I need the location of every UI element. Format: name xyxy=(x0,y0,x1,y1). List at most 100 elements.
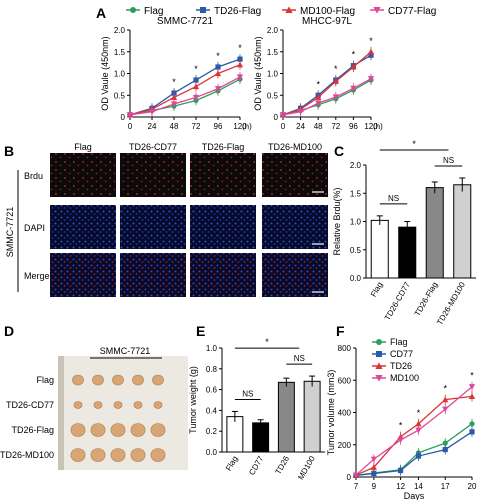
tumor xyxy=(113,401,123,409)
legend-marker xyxy=(130,7,136,13)
panel-label-d: D xyxy=(4,323,14,339)
data-point xyxy=(469,421,475,427)
y-axis-label: Relative Brdu(%) xyxy=(332,187,342,255)
significance-mark: * xyxy=(369,36,373,46)
y-axis-label: OD Vaule (450nm) xyxy=(253,36,263,110)
data-point xyxy=(332,78,339,84)
y-tick-label: 0.8 xyxy=(206,365,218,374)
data-point xyxy=(237,56,243,62)
data-point xyxy=(279,112,287,118)
significance-mark: * xyxy=(399,421,403,431)
x-tick-label: 14 xyxy=(414,482,423,491)
panel-label-e: E xyxy=(196,323,205,339)
annotation-ns: NS xyxy=(242,389,253,398)
tumor-row-label: TD26-Flag xyxy=(11,425,54,435)
micrograph xyxy=(50,153,116,197)
category-label: CD77 xyxy=(247,454,265,477)
data-point xyxy=(415,427,422,434)
tumor xyxy=(152,374,164,386)
y-tick-label: 0.5 xyxy=(350,246,362,255)
row-label: Brdu xyxy=(24,171,43,181)
data-point xyxy=(398,467,404,474)
data-point xyxy=(370,464,377,470)
legend-label: Flag xyxy=(390,337,408,347)
legend-marker xyxy=(373,7,381,14)
legend-label: CD77-Flag xyxy=(388,6,436,17)
micrograph xyxy=(50,205,116,249)
series-line xyxy=(129,78,241,116)
annotation-ns: NS xyxy=(294,354,305,363)
tumor xyxy=(73,401,83,409)
series-line xyxy=(282,78,372,116)
x-tick-label: 48 xyxy=(314,122,323,131)
legend-marker xyxy=(376,339,382,345)
tumor xyxy=(72,374,84,386)
column-label: Flag xyxy=(74,142,92,152)
x-tick-label: 96 xyxy=(349,122,358,131)
data-point xyxy=(332,94,339,101)
tumor-row-label: TD26-CD77 xyxy=(6,400,54,410)
tumor-row-label: Flag xyxy=(36,375,54,385)
row-label: Merge xyxy=(24,271,50,281)
data-point xyxy=(236,61,244,68)
data-point xyxy=(371,470,377,477)
tumor xyxy=(110,423,126,437)
series-line xyxy=(355,386,473,476)
significance-mark: * xyxy=(334,64,338,74)
legend-label: CD77 xyxy=(390,349,413,359)
y-tick-label: 0 xyxy=(274,113,279,122)
y-tick-label: 1.0 xyxy=(206,344,218,353)
category-label: TD26-Flag xyxy=(413,281,440,318)
significance-mark: * xyxy=(417,408,421,418)
panel-label-f: F xyxy=(336,323,345,339)
x-axis-label: Days xyxy=(404,491,425,500)
bar xyxy=(370,219,389,279)
tumor xyxy=(90,423,106,437)
micrograph xyxy=(190,205,256,249)
significance-mark: * xyxy=(443,384,447,394)
x-tick-label: 0 xyxy=(281,122,286,131)
data-point xyxy=(350,63,357,70)
ruler xyxy=(58,356,64,470)
x-tick-label: 72 xyxy=(331,122,340,131)
bar xyxy=(425,187,444,279)
significance-mark: * xyxy=(172,77,176,87)
data-point xyxy=(442,440,448,446)
tumor xyxy=(70,423,86,437)
data-point xyxy=(193,77,199,83)
tumor xyxy=(90,448,106,462)
y-tick-label: 1.0 xyxy=(350,218,362,227)
x-tick-label: 96 xyxy=(214,122,223,131)
micrograph xyxy=(50,253,116,297)
chart-title: SMMC-7721 xyxy=(157,16,214,27)
data-point xyxy=(442,446,448,453)
series-line xyxy=(282,79,372,116)
row-group-label: SMMC-7721 xyxy=(5,207,15,258)
chart-a-mhcc: 0 0.5 1.0 1.5 2.0 0 24 48 72 96 120 MHCC-97L (h) OD V… xyxy=(253,16,383,131)
tumor xyxy=(130,448,146,462)
y-tick-label: 0 xyxy=(347,473,352,482)
y-axis-label: Tumor weight (g) xyxy=(188,366,198,434)
data-point xyxy=(469,429,475,435)
x-tick-label: 17 xyxy=(441,482,450,491)
series-line xyxy=(129,58,241,116)
y-tick-label: 1.5 xyxy=(350,189,362,198)
category-label: Flag xyxy=(369,281,385,299)
photo-title: SMMC-7721 xyxy=(100,346,151,356)
tumor xyxy=(70,448,86,462)
column-label: TD26-Flag xyxy=(202,142,245,152)
micrograph xyxy=(262,253,328,297)
tumor xyxy=(130,423,146,437)
data-point xyxy=(367,76,375,82)
y-tick-label: 1.5 xyxy=(267,48,279,57)
significance-mark: * xyxy=(216,51,220,61)
tumor-row-label: TD26-MD100 xyxy=(0,450,54,460)
data-point xyxy=(148,109,156,115)
data-point xyxy=(170,101,178,108)
y-tick-label: 2.0 xyxy=(350,161,362,170)
data-point xyxy=(468,393,476,399)
x-tick-label: 24 xyxy=(148,122,157,131)
data-point xyxy=(192,94,200,101)
y-tick-label: 1.0 xyxy=(267,70,279,79)
